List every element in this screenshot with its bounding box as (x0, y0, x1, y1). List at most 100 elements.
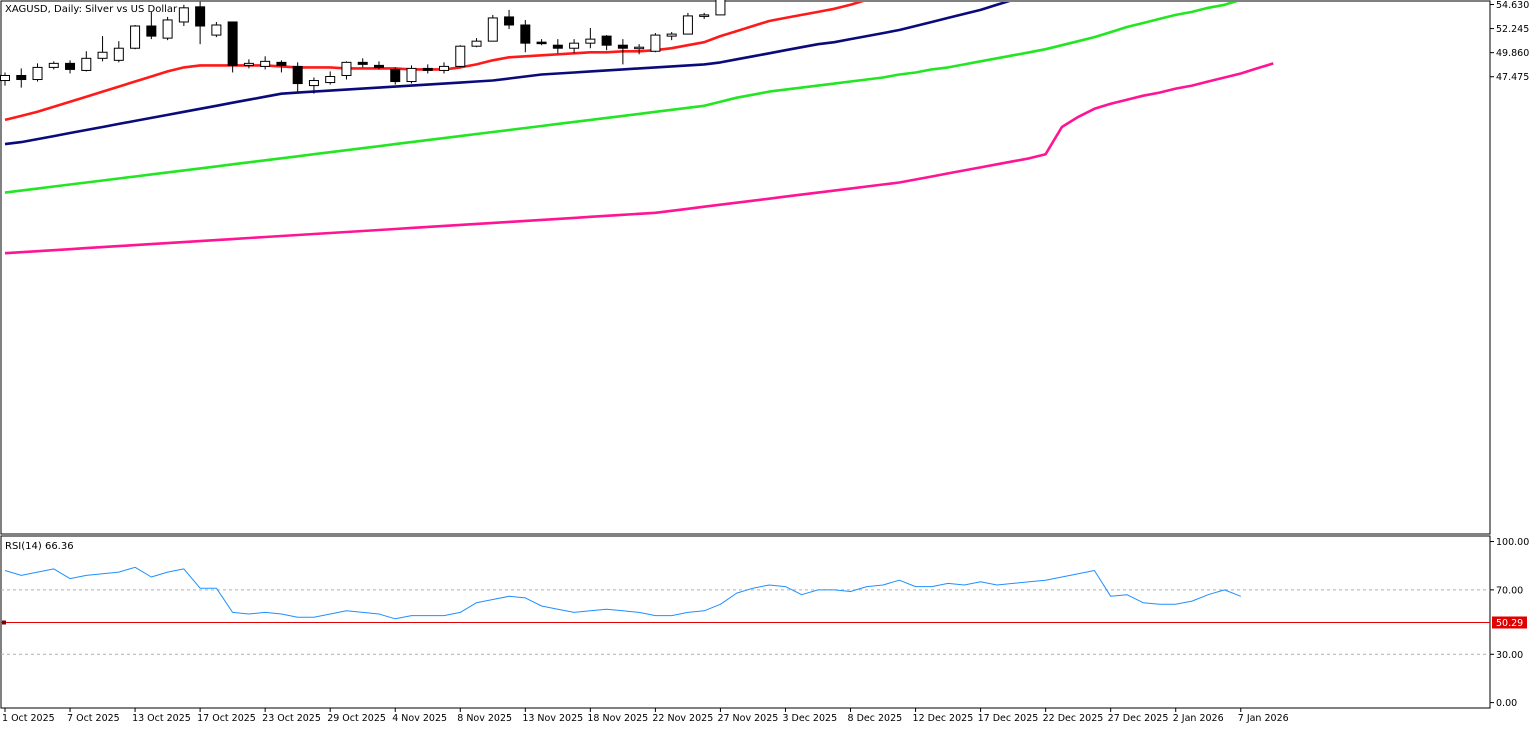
candle[interactable] (16, 68, 27, 88)
bear-candle-body (292, 65, 303, 85)
bear-candle-body (65, 62, 76, 70)
candle[interactable] (585, 28, 596, 49)
rsi-level-tag: 50.29 (1492, 616, 1527, 629)
bull-candle-body (439, 65, 450, 71)
candle[interactable] (390, 67, 401, 85)
candle[interactable] (32, 63, 43, 82)
bull-candle-body (32, 66, 43, 81)
candle[interactable] (650, 33, 661, 53)
candle[interactable] (211, 21, 222, 38)
ema-mid-line (4, 2, 1011, 146)
candle[interactable] (292, 62, 303, 92)
bull-candle-body (81, 57, 92, 71)
time-tick-label: 7 Oct 2025 (67, 713, 120, 724)
candle[interactable] (243, 59, 254, 69)
candle[interactable] (439, 62, 450, 74)
candle[interactable] (699, 12, 710, 19)
bull-candle-body (487, 17, 498, 42)
time-tick-label: 12 Dec 2025 (913, 713, 974, 724)
bull-candle-body (162, 19, 173, 39)
candle[interactable] (260, 56, 271, 70)
candle[interactable] (162, 16, 173, 41)
bull-candle-body (130, 25, 141, 49)
candles[interactable] (0, 0, 1230, 94)
candle[interactable] (682, 12, 693, 35)
price-tick-label: 47.475 (1496, 72, 1529, 83)
candle[interactable] (97, 36, 108, 62)
candle[interactable] (227, 21, 238, 73)
candle[interactable] (504, 9, 515, 30)
candle[interactable] (276, 60, 287, 73)
rsi-title: RSI(14) 66.36 (5, 541, 74, 552)
bull-candle-body (260, 60, 271, 67)
rsi-tick-label: 30.00 (1496, 650, 1523, 661)
candle[interactable] (520, 19, 531, 53)
candle[interactable] (666, 32, 677, 41)
time-tick-label: 8 Nov 2025 (457, 713, 512, 724)
candle[interactable] (455, 45, 466, 68)
price-axis: 83.25080.86578.48076.09573.71071.32568.9… (1490, 0, 1529, 83)
candle[interactable] (81, 51, 92, 72)
main-plot-frame (0, 0, 1491, 535)
time-tick-label: 3 Dec 2025 (782, 713, 837, 724)
time-axis: 1 Oct 2025 7 Oct 2025 13 Oct 2025 17 Oct 20… (2, 708, 1289, 724)
time-tick-label: 17 Oct 2025 (197, 713, 256, 724)
bull-candle-body (634, 46, 645, 50)
bear-candle-body (536, 41, 547, 45)
candle[interactable] (569, 39, 580, 54)
candle[interactable] (373, 61, 384, 70)
candle[interactable] (536, 39, 547, 46)
bull-candle-body (650, 34, 661, 52)
bull-candle-body (569, 42, 580, 49)
time-tick-label: 13 Nov 2025 (522, 713, 583, 724)
time-tick-label: 18 Nov 2025 (587, 713, 648, 724)
rsi-level-handle[interactable] (2, 620, 6, 625)
rsi-level-tag-label: 50.29 (1496, 618, 1523, 629)
time-tick-label: 1 Oct 2025 (2, 713, 55, 724)
candle[interactable] (617, 39, 628, 65)
bull-candle-body (715, 0, 726, 16)
bull-candle-body (97, 51, 108, 59)
bull-candle-body (471, 40, 482, 47)
candle[interactable] (178, 4, 189, 27)
candle[interactable] (146, 11, 157, 40)
candle[interactable] (357, 58, 368, 68)
candle[interactable] (195, 1, 206, 45)
candle[interactable] (487, 14, 498, 42)
candle[interactable] (308, 77, 319, 94)
time-tick-label: 4 Nov 2025 (392, 713, 447, 724)
rsi-tick-label: 100.00 (1496, 537, 1529, 548)
candle[interactable] (325, 71, 336, 85)
bull-candle-body (48, 62, 59, 68)
candle[interactable] (48, 61, 59, 70)
candle[interactable] (552, 39, 563, 54)
bull-candle-body (0, 74, 10, 82)
time-tick-label: 17 Dec 2025 (978, 713, 1039, 724)
ema-lines (4, 2, 1274, 255)
bull-candle-body (585, 38, 596, 44)
candle[interactable] (422, 64, 433, 74)
bear-candle-body (617, 44, 628, 49)
candle[interactable] (601, 35, 612, 51)
bull-candle-body (682, 15, 693, 35)
time-tick-label: 13 Oct 2025 (132, 713, 191, 724)
time-tick-label: 7 Jan 2026 (1238, 713, 1289, 724)
candle[interactable] (130, 24, 141, 50)
bear-candle-body (195, 6, 206, 27)
candle[interactable] (341, 61, 352, 80)
candle[interactable] (113, 41, 124, 63)
candle[interactable] (65, 60, 76, 74)
symbol-title: XAGUSD, Daily: Silver vs US Dollar (5, 4, 178, 15)
candle[interactable] (634, 44, 645, 55)
candle[interactable] (471, 38, 482, 48)
bull-candle-body (211, 24, 222, 36)
time-tick-label: 22 Nov 2025 (652, 713, 713, 724)
candle[interactable] (715, 0, 726, 16)
bull-candle-body (243, 62, 254, 66)
candle[interactable] (406, 65, 417, 84)
rsi-tick-label: 0.00 (1496, 698, 1517, 709)
time-tick-label: 27 Dec 2025 (1108, 713, 1169, 724)
bull-candle-body (325, 75, 336, 84)
candle[interactable] (0, 72, 10, 86)
